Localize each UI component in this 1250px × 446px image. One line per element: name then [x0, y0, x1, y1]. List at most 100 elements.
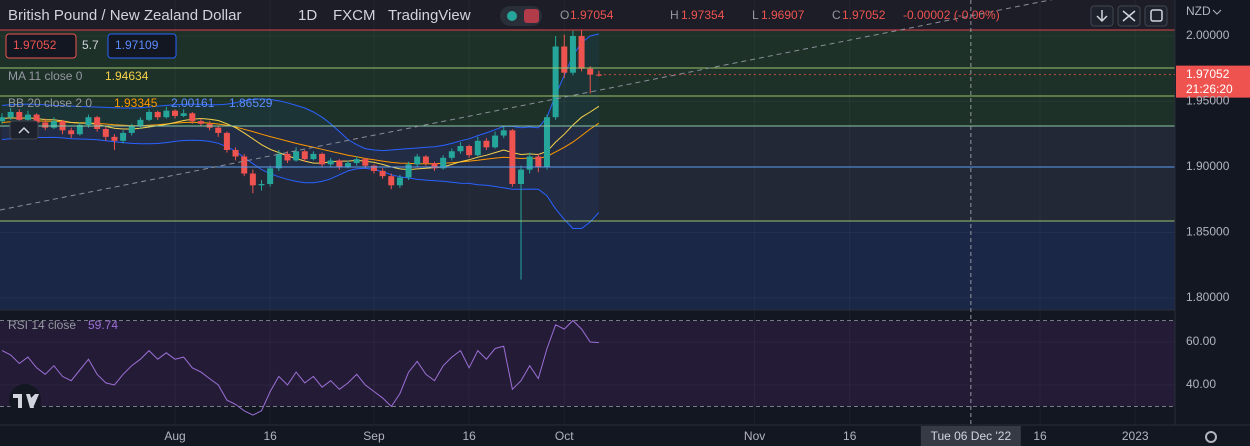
candle-body: [94, 117, 101, 130]
x-tick-label: Nov: [744, 429, 765, 443]
bid-price: 1.97052: [13, 38, 57, 52]
candle-body: [24, 114, 31, 120]
high-value: 1.97354: [681, 8, 725, 22]
candle-body: [249, 173, 256, 186]
x-tick-label: Sep: [363, 429, 385, 443]
candle-body: [128, 126, 135, 133]
candle-body: [189, 113, 196, 122]
candle-body: [509, 130, 516, 185]
candle-body: [552, 46, 559, 118]
chevron: [1212, 9, 1222, 15]
candle-body: [120, 132, 127, 141]
collapse-legend-button[interactable]: [9, 120, 39, 140]
candle-body: [457, 146, 464, 152]
rsi-line: [1, 319, 599, 416]
high-letter: H: [670, 8, 679, 22]
last-price-label: 1.97052: [1186, 67, 1230, 81]
crosshair-label: Tue 06 Dec '22: [931, 429, 1012, 443]
candle-body: [466, 146, 473, 156]
publisher: TradingView: [388, 7, 471, 24]
candle-body: [345, 163, 352, 167]
candle-body: [370, 165, 377, 171]
candle-body: [275, 153, 282, 169]
open-letter: O: [560, 8, 569, 22]
crosshair-label-box: [920, 426, 1021, 446]
close-letter: C: [832, 8, 841, 22]
candle-body: [379, 170, 386, 177]
candle-body: [172, 110, 178, 116]
candle-body: [492, 135, 499, 148]
candle-body: [388, 176, 395, 186]
button-box: [9, 120, 39, 140]
candle-body: [431, 163, 438, 169]
candle-body: [215, 127, 222, 133]
x-tick-label: 16: [843, 429, 857, 443]
candle-body: [163, 110, 170, 118]
logo-mark: [13, 394, 39, 408]
x-tick-label: 2023: [1122, 429, 1149, 443]
sell-box[interactable]: [5, 33, 77, 59]
candle-body: [111, 136, 118, 141]
candle-body: [267, 168, 274, 185]
candle-body: [137, 119, 144, 127]
y-tick-label: 2.00000: [1186, 28, 1230, 42]
zone-green: [0, 30, 1175, 126]
candle-body: [483, 140, 490, 148]
maximize-button[interactable]: [1144, 5, 1168, 27]
rsi-tick-label: 60.00: [1186, 334, 1216, 348]
bb-lower: [1, 136, 600, 229]
candle-body: [223, 132, 230, 150]
trend-line: [0, 0, 1053, 211]
button-box: [1144, 5, 1168, 27]
icon: [1096, 10, 1108, 23]
currency-menu[interactable]: NZD: [1186, 4, 1222, 18]
bb-basis-value: 1.93345: [114, 96, 158, 110]
symbol-title: British Pound / New Zealand Dollar: [8, 7, 241, 24]
plot-area: [0, 29, 1175, 416]
toggle-dot: [507, 11, 517, 21]
low-letter: L: [752, 8, 759, 22]
candle-body: [7, 111, 14, 118]
candle-body: [518, 169, 525, 185]
candle-body: [587, 68, 594, 75]
rsi-legend-value: 59.74: [88, 318, 118, 332]
candle-body: [0, 117, 5, 122]
bb-upper: [1, 33, 600, 152]
candle-body: [414, 156, 421, 165]
candle-body: [535, 156, 542, 167]
ma-legend-value: 1.94634: [105, 69, 149, 83]
x-tick-label: 16: [263, 429, 277, 443]
candle-body: [336, 160, 343, 167]
candle-body: [146, 111, 153, 120]
zone-top: [0, 0, 1175, 30]
tradingview-logo[interactable]: [9, 384, 41, 416]
spread: 5.7: [82, 38, 99, 52]
candle-body: [76, 125, 83, 135]
candle-body: [33, 114, 40, 123]
candle-body: [569, 36, 576, 73]
zone-grey: [0, 126, 1175, 221]
settings-button[interactable]: [1205, 431, 1217, 443]
candle-body: [405, 164, 412, 178]
candle-body: [85, 117, 92, 126]
candle-body: [16, 111, 23, 120]
interval: 1D: [298, 7, 317, 24]
fullscreen-button[interactable]: [1117, 5, 1141, 27]
y-tick-label: 1.90000: [1186, 159, 1230, 173]
bb-lower-value: 1.86529: [229, 96, 273, 110]
scroll-down-button[interactable]: [1090, 5, 1114, 27]
market-status-toggle[interactable]: [500, 6, 542, 26]
candle-body: [474, 140, 481, 156]
candle-body: [301, 151, 308, 160]
candle-body: [310, 153, 317, 160]
x-tick-label: Oct: [555, 429, 574, 443]
candle-body: [102, 129, 109, 137]
candle-body: [42, 122, 49, 128]
candle-body: [50, 121, 57, 128]
candle-body: [327, 160, 334, 165]
candle-body: [543, 117, 550, 167]
candle-body: [319, 153, 326, 165]
x-tick-label: Aug: [164, 429, 185, 443]
buy-box[interactable]: [107, 33, 177, 59]
candle-body: [258, 184, 265, 186]
